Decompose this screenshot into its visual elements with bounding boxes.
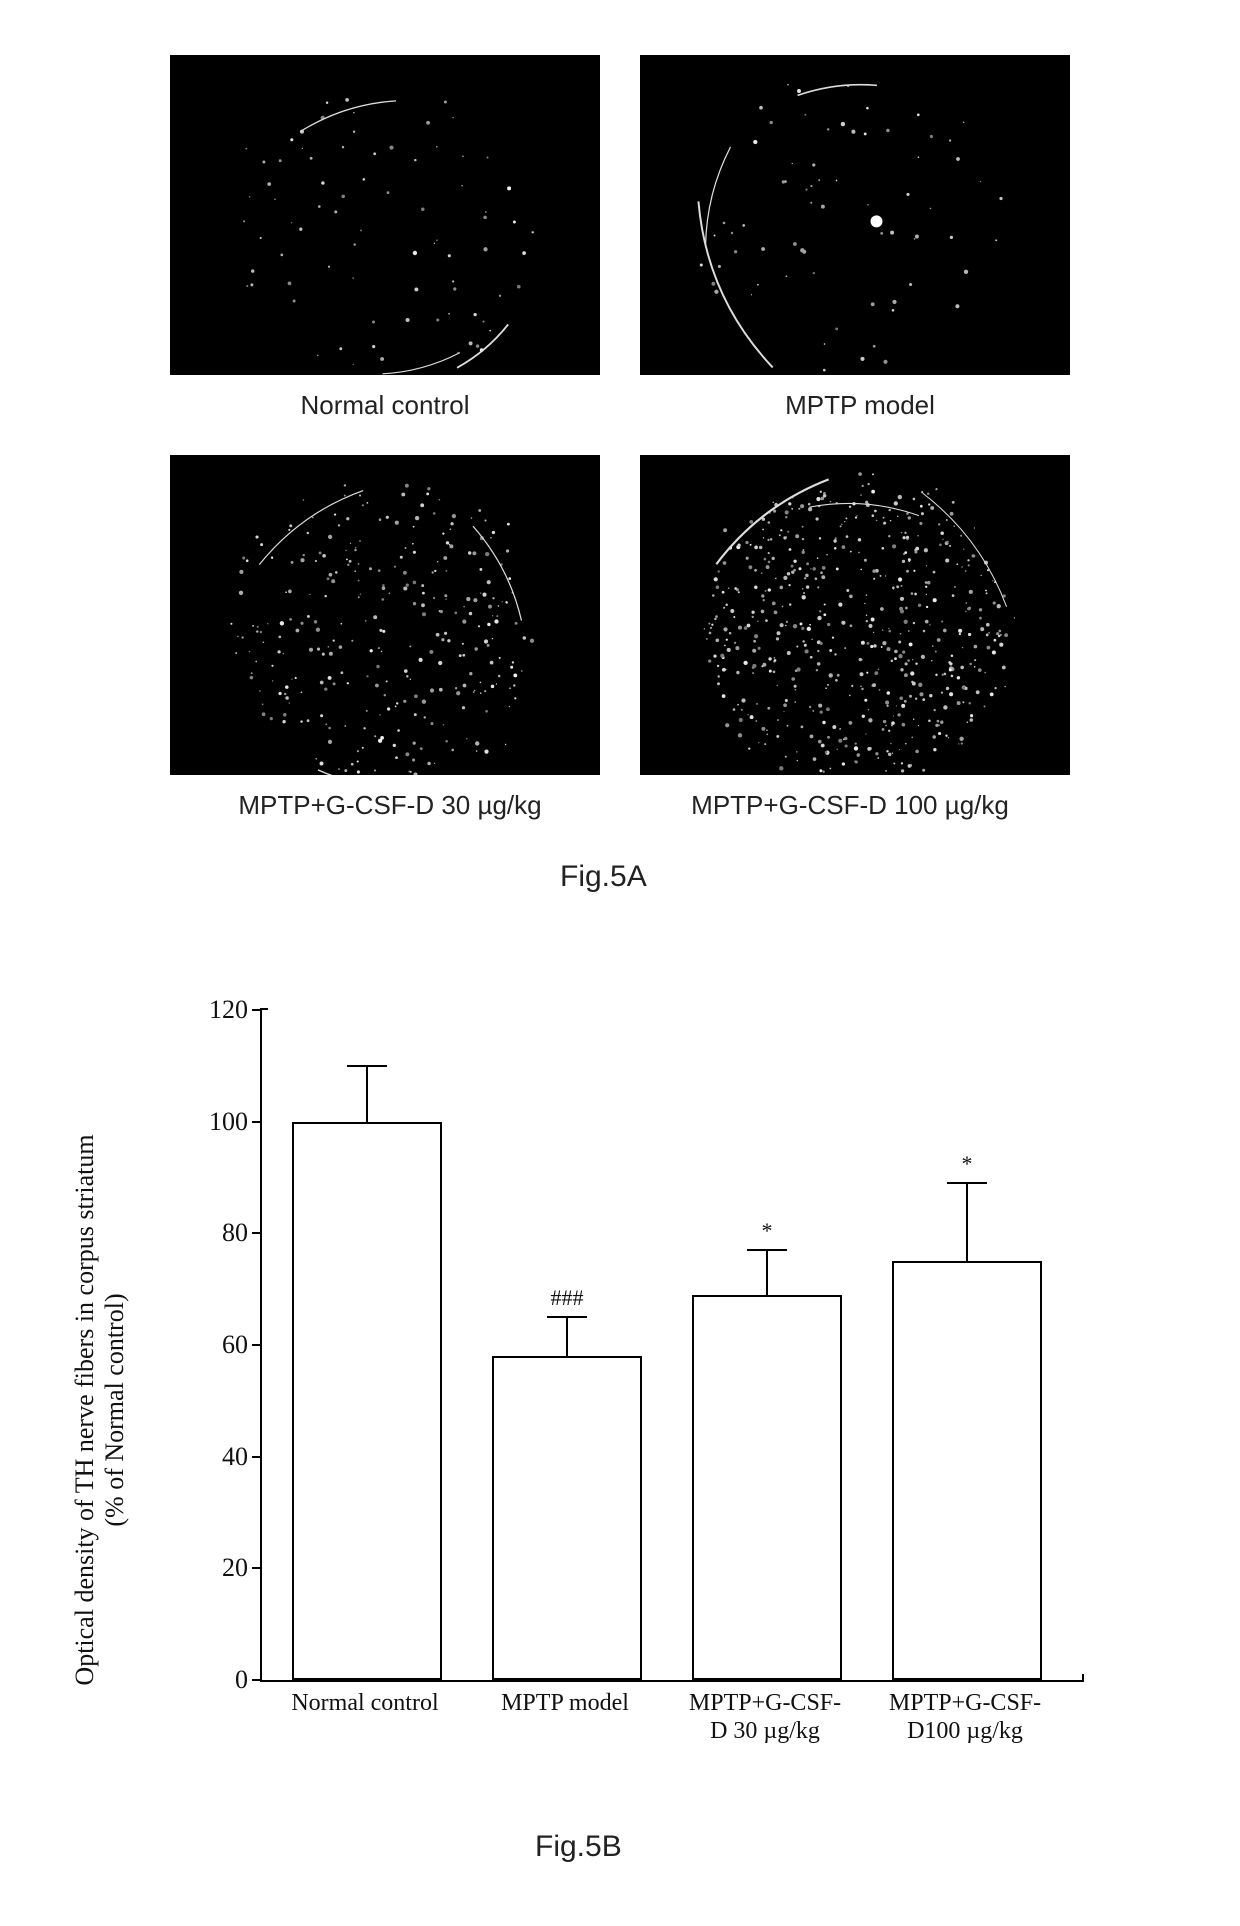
micrograph — [170, 55, 600, 375]
error-bar — [366, 1066, 368, 1122]
y-tick — [252, 1009, 262, 1011]
y-tick-label: 0 — [235, 1665, 248, 1695]
y-tick — [252, 1679, 262, 1681]
y-tick-label: 40 — [222, 1442, 248, 1472]
y-tick-label: 100 — [209, 1107, 248, 1137]
x-tick-label: Normal control — [270, 1690, 460, 1718]
error-cap — [947, 1182, 987, 1184]
micrograph — [170, 455, 600, 775]
error-cap — [547, 1316, 587, 1318]
bar — [292, 1122, 442, 1680]
x-tick-label: MPTP+G-CSF-D100 µg/kg — [870, 1690, 1060, 1745]
error-bar — [766, 1250, 768, 1295]
y-axis-title-line1: Optical density of TH nerve fibers in co… — [70, 1134, 99, 1685]
error-bar — [966, 1183, 968, 1261]
y-tick — [252, 1121, 262, 1123]
bar-chart: Optical density of TH nerve fibers in co… — [170, 1000, 1130, 1820]
plot-area: 020406080100120###** — [260, 1010, 1082, 1682]
bar — [492, 1356, 642, 1680]
micrograph-caption: MPTP model — [770, 390, 950, 421]
y-axis-title: Optical density of TH nerve fibers in co… — [70, 1134, 130, 1685]
y-tick — [252, 1344, 262, 1346]
bar — [892, 1261, 1042, 1680]
y-tick — [252, 1567, 262, 1569]
micrograph — [640, 455, 1070, 775]
significance-marker: ### — [551, 1285, 584, 1311]
error-bar — [566, 1317, 568, 1356]
significance-marker: * — [762, 1218, 773, 1244]
y-tick-label: 80 — [222, 1218, 248, 1248]
error-cap — [347, 1065, 387, 1067]
micrograph-caption: Normal control — [265, 390, 505, 421]
page: Normal control MPTP model MPTP+G-CSF-D 30 … — [0, 0, 1240, 1926]
micrograph-caption: MPTP+G-CSF-D 30 µg/kg — [225, 790, 555, 821]
y-tick-label: 120 — [209, 995, 248, 1025]
panel-a: Normal control MPTP model MPTP+G-CSF-D 30 … — [0, 55, 1240, 975]
bar — [692, 1295, 842, 1680]
x-tick-label: MPTP+G-CSF-D 30 µg/kg — [670, 1690, 860, 1745]
axis-end-tick — [1082, 1674, 1084, 1682]
y-axis-title-line2: (% of Normal control) — [100, 1293, 129, 1526]
figure-b-label: Fig.5B — [535, 1830, 622, 1864]
error-cap — [747, 1249, 787, 1251]
x-tick-label: MPTP model — [470, 1690, 660, 1718]
y-tick-label: 20 — [222, 1553, 248, 1583]
micrograph — [640, 55, 1070, 375]
y-tick — [252, 1232, 262, 1234]
significance-marker: * — [962, 1151, 973, 1177]
y-tick — [252, 1456, 262, 1458]
figure-a-label: Fig.5A — [560, 860, 647, 894]
y-tick-label: 60 — [222, 1330, 248, 1360]
micrograph-caption: MPTP+G-CSF-D 100 µg/kg — [675, 790, 1025, 821]
panel-b: Optical density of TH nerve fibers in co… — [0, 1000, 1240, 1880]
